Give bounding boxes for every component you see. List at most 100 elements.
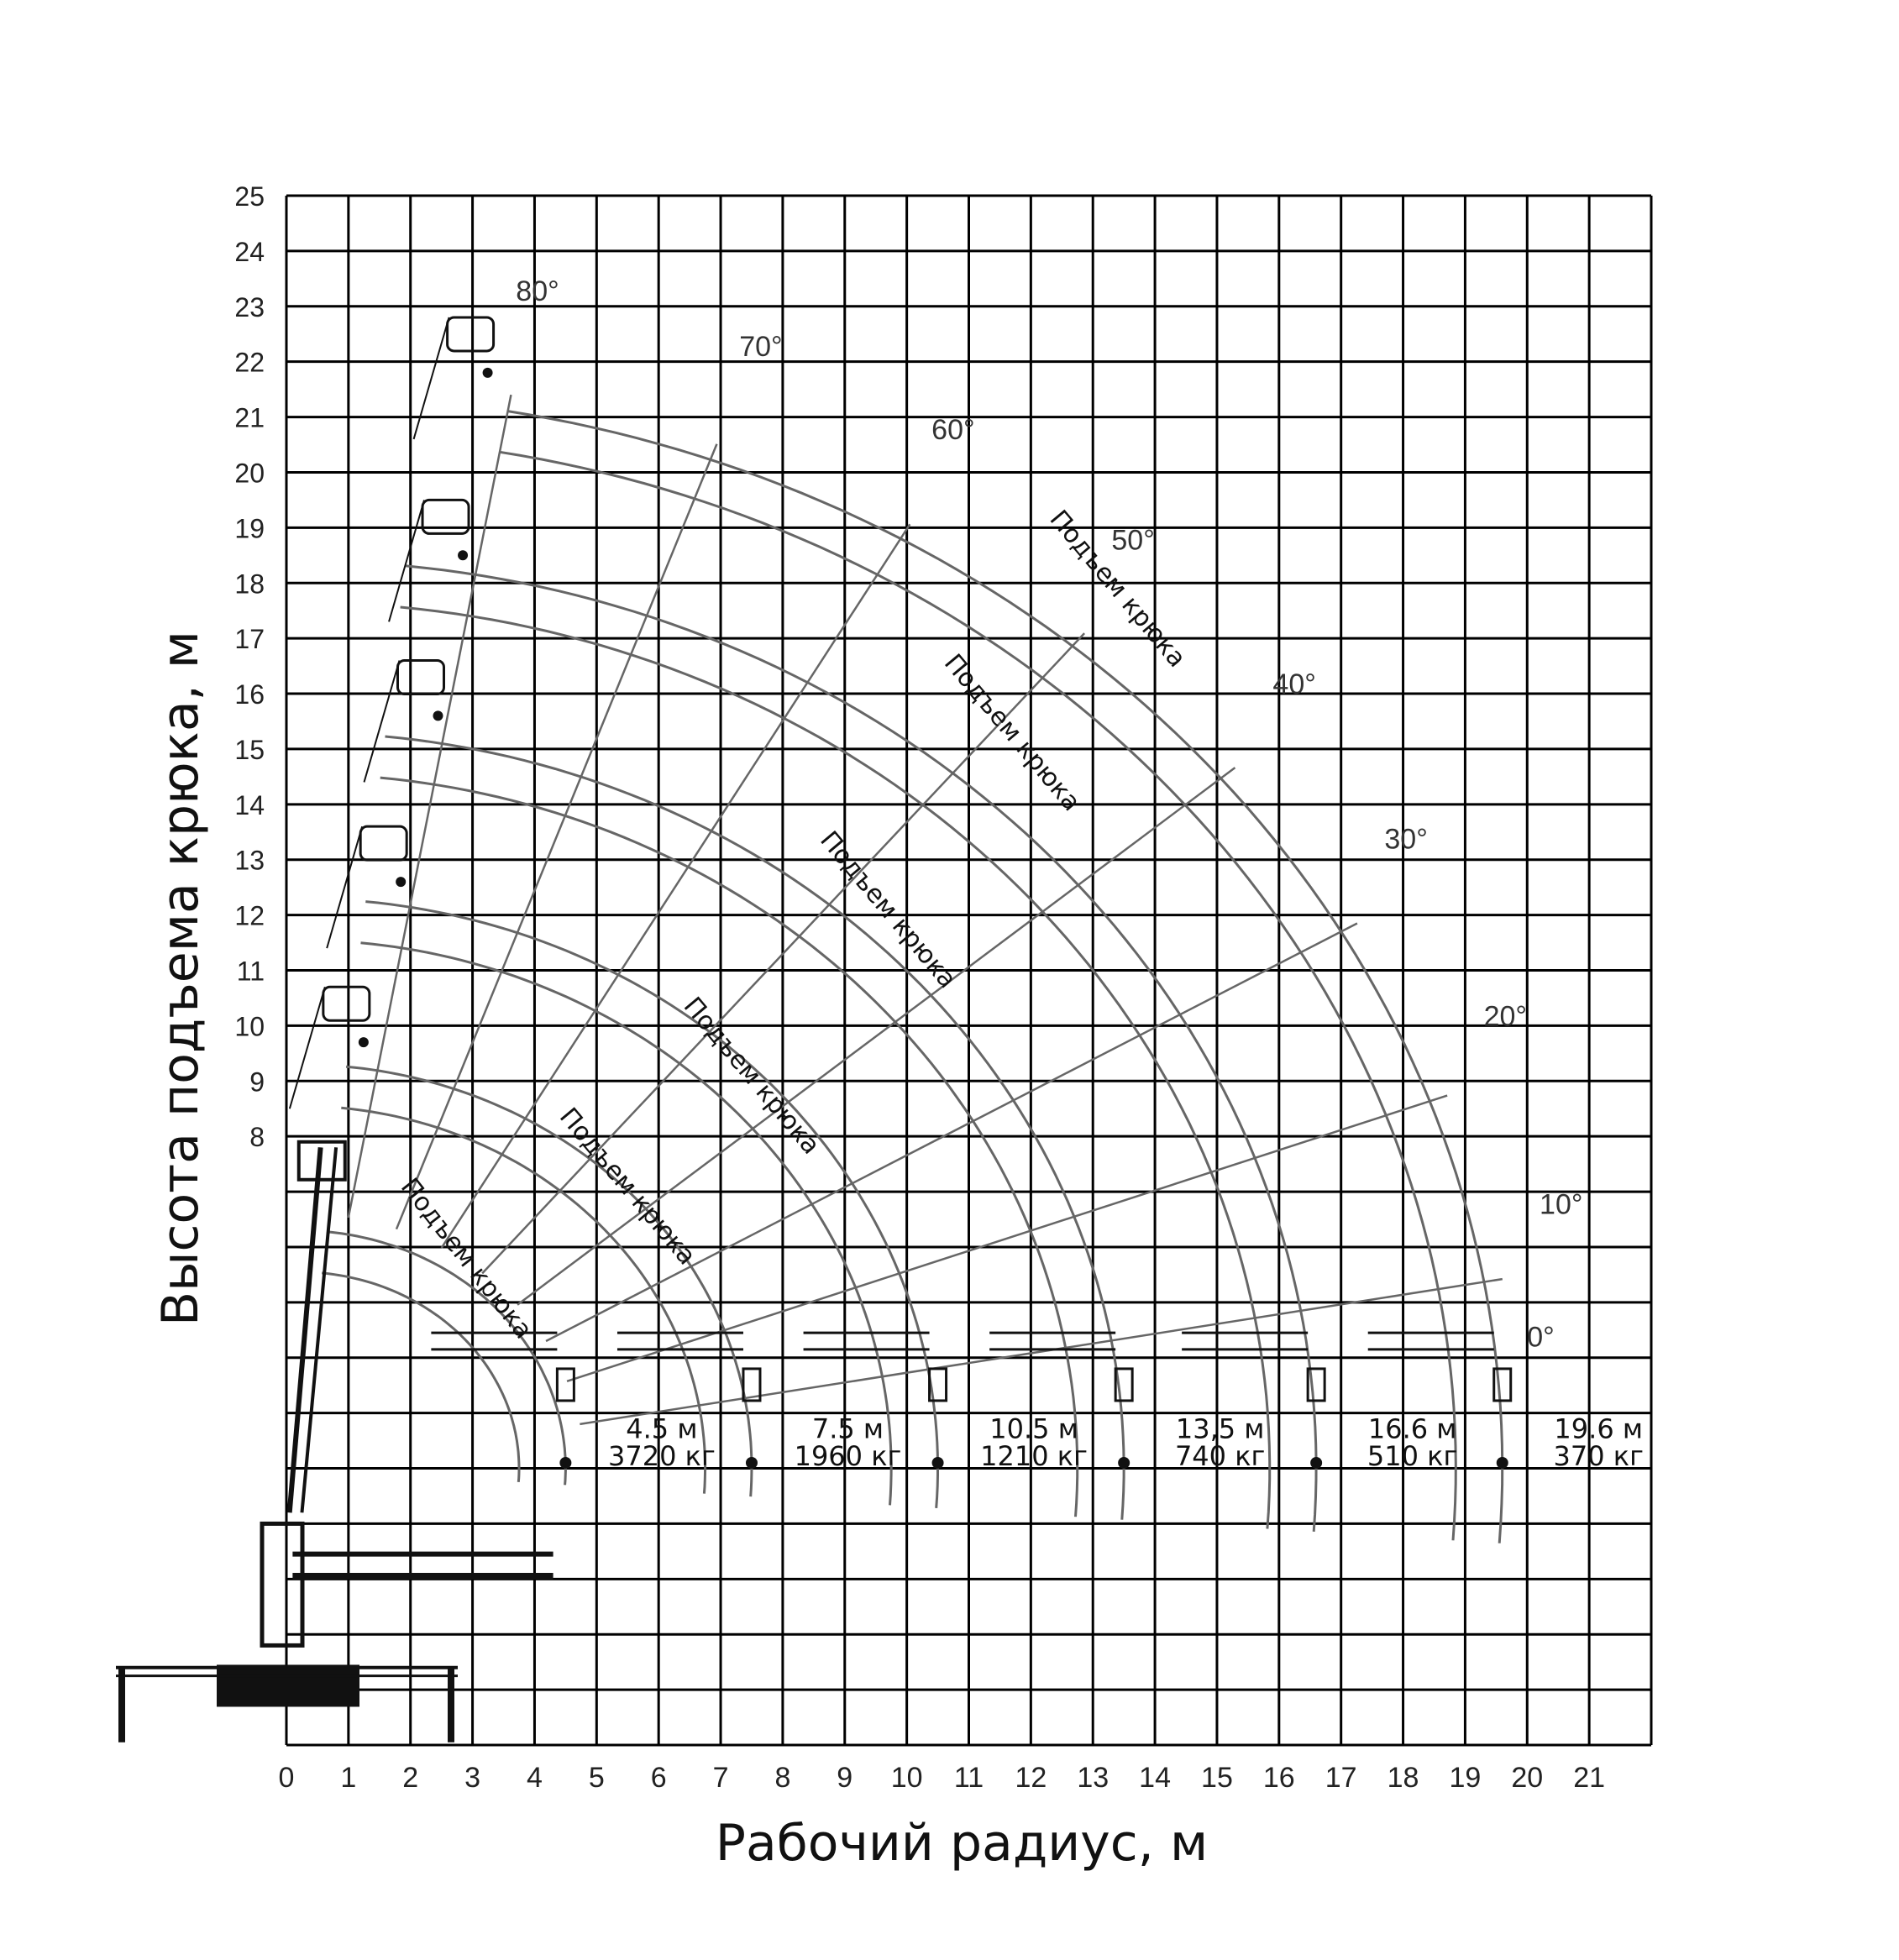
y-tick-label: 18 [234,569,265,599]
hook-icon [1310,1456,1323,1469]
crane-base [217,1664,359,1707]
y-axis-title: Высота подъема крюка, м [151,631,210,1326]
load-radius-label: 19.6 м [1554,1412,1643,1444]
chart-grid [285,194,1653,1747]
load-weight-label: 370 кг [1554,1440,1644,1472]
x-tick-label: 10 [891,1762,923,1794]
load-radius-label: 13,5 м [1176,1412,1265,1444]
boom-stage-head [359,825,408,862]
reach-curves [322,394,1513,1543]
y-tick-label: 23 [234,292,265,322]
boom-stage [388,500,426,622]
hook-block [1492,1367,1513,1402]
angle-ray [481,632,1086,1275]
hook-lift-label: Подъем крюка [938,648,1086,817]
x-tick-label: 2 [402,1762,418,1794]
x-tick-label: 4 [527,1762,543,1794]
y-tick-label: 13 [234,846,265,876]
y-tick-label: 12 [234,901,265,931]
boom-stage-head [322,985,371,1022]
x-tick-label: 3 [464,1762,480,1794]
hook-lift-label: Подъем крюка [553,1103,701,1271]
y-tick-label: 16 [234,679,265,710]
x-tick-label: 15 [1201,1762,1233,1794]
crane-column [260,1521,305,1648]
angle-label: 0° [1527,1322,1555,1354]
y-tick-label: 24 [234,237,265,267]
x-tick-label: 8 [774,1762,790,1794]
x-tick-label: 9 [837,1762,852,1794]
hook-icon [396,877,407,888]
load-weight-label: 1960 кг [795,1440,902,1472]
load-radius-label: 10.5 м [989,1412,1078,1444]
angle-ray [440,523,911,1249]
angle-label: 10° [1540,1188,1582,1220]
angle-ray [580,1277,1503,1426]
hook-block [1306,1367,1326,1402]
angle-label: 20° [1484,1000,1527,1032]
y-tick-label: 22 [234,348,265,378]
boom-stage [363,660,401,783]
hook-icon [745,1456,758,1469]
main-boom [286,1147,323,1513]
y-tick-label: 8 [249,1122,265,1152]
angle-label: 30° [1384,824,1427,856]
angle-ray [395,443,718,1230]
y-tick-label: 19 [234,513,265,543]
angle-ray [566,1094,1448,1383]
angle-label: 60° [931,414,974,446]
x-tick-label: 13 [1077,1762,1109,1794]
x-tick-label: 7 [713,1762,729,1794]
x-tick-label: 16 [1263,1762,1295,1794]
load-radius-label: 16.6 м [1368,1412,1457,1444]
boom-stage [326,825,364,949]
load-weight-label: 740 кг [1175,1440,1265,1472]
load-radius-label: 7.5 м [812,1412,884,1444]
angle-label: 80° [516,275,559,307]
hook-icon [482,367,493,378]
hook-block [1114,1367,1134,1402]
hook-block [555,1367,575,1402]
y-tick-label: 9 [249,1066,265,1097]
load-weight-label: 1210 кг [980,1440,1088,1472]
boom-stage-head [421,498,470,535]
x-tick-label: 19 [1449,1762,1481,1794]
hook-path-curve [322,1271,521,1483]
angle-label: 50° [1111,525,1154,557]
boom-stage-head [446,316,496,353]
hook-icon [1118,1456,1130,1469]
hook-block [928,1367,948,1402]
x-axis-title: Рабочий радиус, м [716,1814,1208,1873]
hook-icon [931,1456,944,1469]
angle-ray [545,922,1358,1343]
hook-icon [458,550,469,561]
angle-label: 70° [739,331,782,363]
hook-icon [1496,1456,1508,1469]
main-boom [300,1147,338,1513]
boom-stage-head [396,659,445,695]
hook-icon [559,1456,572,1469]
hook-block [742,1367,762,1402]
load-weight-label: 3720 кг [608,1440,716,1472]
y-tick-label: 15 [234,735,265,765]
x-tick-label: 14 [1139,1762,1171,1794]
hook-lift-label: Подъем крюка [395,1173,538,1345]
load-weight-label: 510 кг [1367,1440,1457,1472]
y-tick-label: 11 [237,956,265,987]
y-tick-label: 20 [234,458,265,488]
hook-path-curve [326,1230,567,1486]
boom-stage [288,986,326,1109]
angle-ray [347,394,512,1218]
y-tick-label: 14 [234,790,265,820]
x-tick-label: 0 [279,1762,295,1794]
load-radius-label: 4.5 м [626,1412,697,1444]
y-tick-label: 21 [234,403,265,433]
hook-path-curve [507,410,1504,1543]
x-tick-label: 18 [1388,1762,1419,1794]
crane-drawing [116,316,553,1743]
x-tick-label: 5 [589,1762,605,1794]
x-tick-label: 11 [954,1762,984,1794]
hook-icon [358,1037,369,1048]
x-tick-label: 20 [1511,1762,1543,1794]
